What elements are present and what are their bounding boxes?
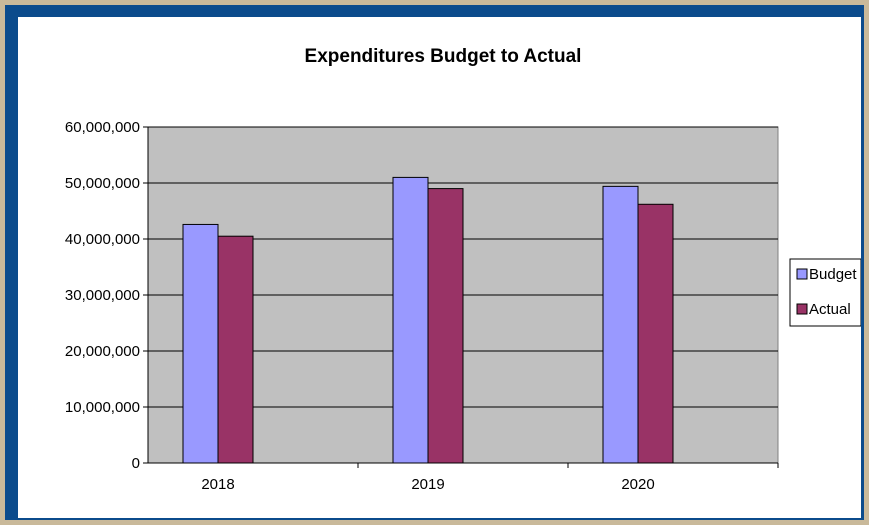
legend-swatch-budget: [796, 268, 808, 280]
y-tick-label: 10,000,000: [65, 399, 140, 416]
y-tick-labels: 0 10,000,000 20,000,000 30,000,000 40,000,00…: [65, 119, 140, 472]
axes: [143, 126, 779, 468]
legend: Budget Actual: [789, 258, 861, 327]
bar-budget-2019: [392, 176, 429, 464]
bar-budget-2018: [182, 223, 219, 464]
y-tick-label: 30,000,000: [65, 287, 140, 304]
y-tick-label: 60,000,000: [65, 119, 140, 136]
chart-title: Expenditures Budget to Actual: [305, 46, 582, 67]
y-tick-label: 50,000,000: [65, 175, 140, 192]
bar-chart: Expenditures Budget to Actual 0 10,000,00…: [65, 46, 861, 493]
chart-panel: Expenditures Budget to Actual 0 10,000,00…: [18, 17, 861, 518]
y-tick-label: 40,000,000: [65, 231, 140, 248]
x-tick-label: 2018: [201, 476, 234, 493]
x-tick-labels: 2018 2019 2020: [201, 476, 654, 493]
y-tick-label: 0: [132, 455, 140, 472]
y-tick-label: 20,000,000: [65, 343, 140, 360]
legend-label-actual: Actual: [809, 301, 851, 318]
x-tick-label: 2020: [621, 476, 654, 493]
bar-actual-2019: [427, 188, 464, 464]
bar-actual-2018: [217, 235, 254, 464]
bars: [182, 176, 674, 464]
bar-actual-2020: [637, 203, 674, 464]
legend-swatch-actual: [796, 303, 808, 315]
x-tick-label: 2019: [411, 476, 444, 493]
legend-label-budget: Budget: [809, 266, 857, 283]
bar-budget-2020: [602, 185, 639, 464]
